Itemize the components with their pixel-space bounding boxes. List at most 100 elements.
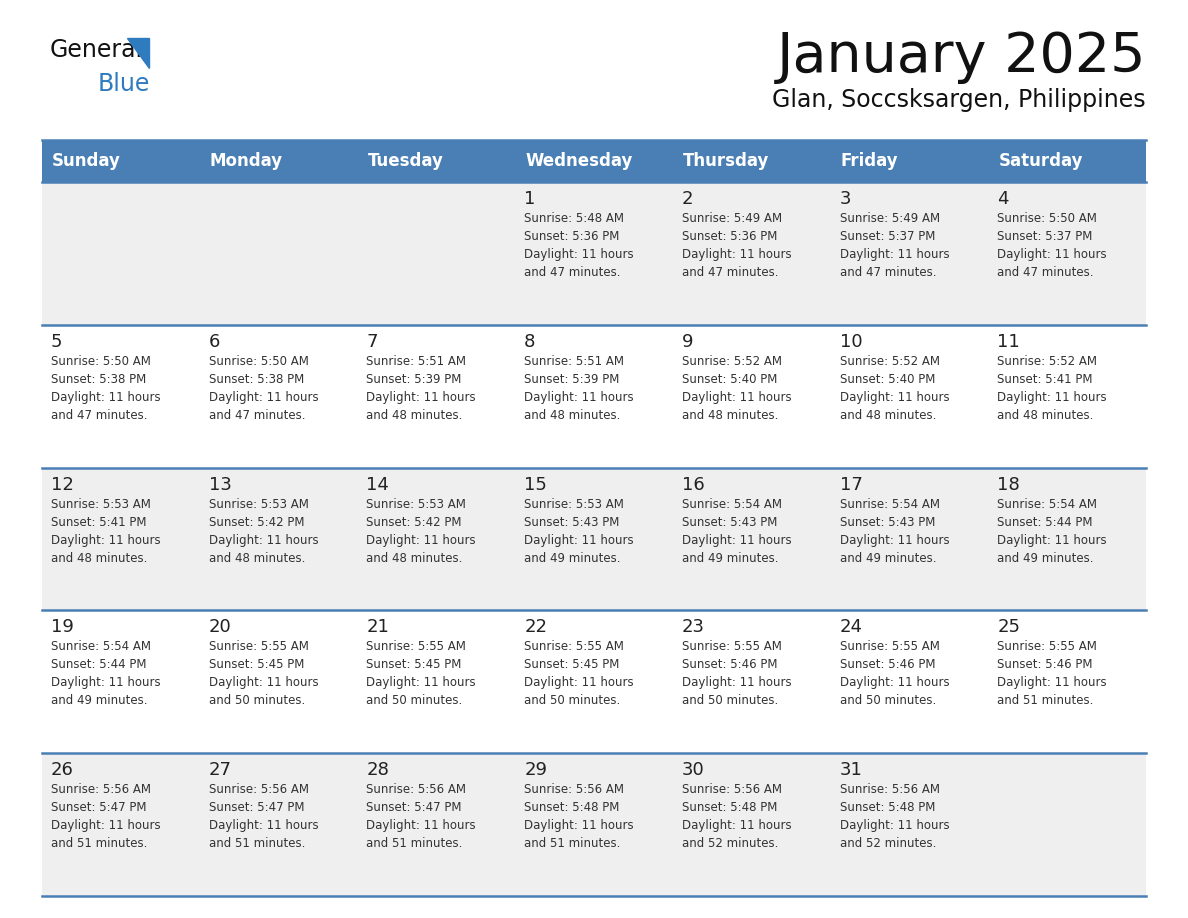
- Text: Sunrise: 5:54 AM
Sunset: 5:44 PM
Daylight: 11 hours
and 49 minutes.: Sunrise: 5:54 AM Sunset: 5:44 PM Dayligh…: [997, 498, 1107, 565]
- Text: Sunrise: 5:54 AM
Sunset: 5:44 PM
Daylight: 11 hours
and 49 minutes.: Sunrise: 5:54 AM Sunset: 5:44 PM Dayligh…: [51, 641, 160, 708]
- Text: 24: 24: [840, 619, 862, 636]
- Text: 16: 16: [682, 476, 704, 494]
- Text: 14: 14: [366, 476, 390, 494]
- Bar: [988, 182, 1146, 325]
- Text: 28: 28: [366, 761, 390, 779]
- Bar: [42, 140, 200, 182]
- Bar: [200, 467, 358, 610]
- Bar: [200, 325, 358, 467]
- Bar: [42, 182, 200, 325]
- Text: Thursday: Thursday: [683, 152, 770, 170]
- Text: 22: 22: [524, 619, 548, 636]
- Bar: [42, 467, 200, 610]
- Text: General: General: [50, 38, 143, 62]
- Text: Sunrise: 5:53 AM
Sunset: 5:43 PM
Daylight: 11 hours
and 49 minutes.: Sunrise: 5:53 AM Sunset: 5:43 PM Dayligh…: [524, 498, 633, 565]
- Bar: [358, 610, 516, 753]
- Text: 8: 8: [524, 333, 536, 351]
- Text: 1: 1: [524, 190, 536, 208]
- Bar: [830, 610, 988, 753]
- Text: Sunrise: 5:54 AM
Sunset: 5:43 PM
Daylight: 11 hours
and 49 minutes.: Sunrise: 5:54 AM Sunset: 5:43 PM Dayligh…: [682, 498, 791, 565]
- Text: Sunrise: 5:52 AM
Sunset: 5:40 PM
Daylight: 11 hours
and 48 minutes.: Sunrise: 5:52 AM Sunset: 5:40 PM Dayligh…: [682, 354, 791, 421]
- Bar: [672, 140, 830, 182]
- Text: 30: 30: [682, 761, 704, 779]
- Text: 18: 18: [997, 476, 1020, 494]
- Text: 27: 27: [209, 761, 232, 779]
- Text: Sunrise: 5:56 AM
Sunset: 5:47 PM
Daylight: 11 hours
and 51 minutes.: Sunrise: 5:56 AM Sunset: 5:47 PM Dayligh…: [366, 783, 476, 850]
- Text: Blue: Blue: [97, 72, 151, 96]
- Text: Sunrise: 5:56 AM
Sunset: 5:48 PM
Daylight: 11 hours
and 52 minutes.: Sunrise: 5:56 AM Sunset: 5:48 PM Dayligh…: [840, 783, 949, 850]
- Bar: [516, 467, 672, 610]
- Text: Sunrise: 5:55 AM
Sunset: 5:45 PM
Daylight: 11 hours
and 50 minutes.: Sunrise: 5:55 AM Sunset: 5:45 PM Dayligh…: [524, 641, 633, 708]
- Text: Sunrise: 5:51 AM
Sunset: 5:39 PM
Daylight: 11 hours
and 48 minutes.: Sunrise: 5:51 AM Sunset: 5:39 PM Dayligh…: [366, 354, 476, 421]
- Text: Sunrise: 5:53 AM
Sunset: 5:42 PM
Daylight: 11 hours
and 48 minutes.: Sunrise: 5:53 AM Sunset: 5:42 PM Dayligh…: [209, 498, 318, 565]
- Bar: [42, 325, 200, 467]
- Text: Monday: Monday: [210, 152, 283, 170]
- Text: Sunrise: 5:51 AM
Sunset: 5:39 PM
Daylight: 11 hours
and 48 minutes.: Sunrise: 5:51 AM Sunset: 5:39 PM Dayligh…: [524, 354, 633, 421]
- Text: Sunrise: 5:50 AM
Sunset: 5:38 PM
Daylight: 11 hours
and 47 minutes.: Sunrise: 5:50 AM Sunset: 5:38 PM Dayligh…: [51, 354, 160, 421]
- Text: 7: 7: [366, 333, 378, 351]
- Text: 10: 10: [840, 333, 862, 351]
- Text: Sunrise: 5:50 AM
Sunset: 5:37 PM
Daylight: 11 hours
and 47 minutes.: Sunrise: 5:50 AM Sunset: 5:37 PM Dayligh…: [997, 212, 1107, 279]
- Text: 13: 13: [209, 476, 232, 494]
- Text: 23: 23: [682, 619, 704, 636]
- Bar: [830, 753, 988, 896]
- Text: Sunrise: 5:56 AM
Sunset: 5:48 PM
Daylight: 11 hours
and 51 minutes.: Sunrise: 5:56 AM Sunset: 5:48 PM Dayligh…: [524, 783, 633, 850]
- Text: 29: 29: [524, 761, 548, 779]
- Text: Sunrise: 5:54 AM
Sunset: 5:43 PM
Daylight: 11 hours
and 49 minutes.: Sunrise: 5:54 AM Sunset: 5:43 PM Dayligh…: [840, 498, 949, 565]
- Text: January 2025: January 2025: [777, 30, 1146, 84]
- Text: 19: 19: [51, 619, 74, 636]
- Bar: [672, 753, 830, 896]
- Text: Sunrise: 5:50 AM
Sunset: 5:38 PM
Daylight: 11 hours
and 47 minutes.: Sunrise: 5:50 AM Sunset: 5:38 PM Dayligh…: [209, 354, 318, 421]
- Text: Sunrise: 5:55 AM
Sunset: 5:46 PM
Daylight: 11 hours
and 50 minutes.: Sunrise: 5:55 AM Sunset: 5:46 PM Dayligh…: [840, 641, 949, 708]
- Text: 15: 15: [524, 476, 546, 494]
- Bar: [516, 325, 672, 467]
- Bar: [830, 325, 988, 467]
- Bar: [200, 753, 358, 896]
- Bar: [42, 610, 200, 753]
- Bar: [672, 325, 830, 467]
- Text: Sunrise: 5:53 AM
Sunset: 5:42 PM
Daylight: 11 hours
and 48 minutes.: Sunrise: 5:53 AM Sunset: 5:42 PM Dayligh…: [366, 498, 476, 565]
- Bar: [988, 325, 1146, 467]
- Bar: [988, 467, 1146, 610]
- Text: Sunrise: 5:52 AM
Sunset: 5:40 PM
Daylight: 11 hours
and 48 minutes.: Sunrise: 5:52 AM Sunset: 5:40 PM Dayligh…: [840, 354, 949, 421]
- Bar: [358, 753, 516, 896]
- Text: Sunrise: 5:56 AM
Sunset: 5:47 PM
Daylight: 11 hours
and 51 minutes.: Sunrise: 5:56 AM Sunset: 5:47 PM Dayligh…: [51, 783, 160, 850]
- Bar: [988, 753, 1146, 896]
- Text: Wednesday: Wednesday: [525, 152, 632, 170]
- Bar: [672, 182, 830, 325]
- Bar: [358, 467, 516, 610]
- Text: Sunrise: 5:49 AM
Sunset: 5:37 PM
Daylight: 11 hours
and 47 minutes.: Sunrise: 5:49 AM Sunset: 5:37 PM Dayligh…: [840, 212, 949, 279]
- Text: Friday: Friday: [841, 152, 898, 170]
- Text: Sunday: Sunday: [52, 152, 121, 170]
- Bar: [200, 140, 358, 182]
- Bar: [516, 610, 672, 753]
- Text: 3: 3: [840, 190, 851, 208]
- Text: 17: 17: [840, 476, 862, 494]
- Bar: [988, 610, 1146, 753]
- Bar: [200, 182, 358, 325]
- Text: Sunrise: 5:55 AM
Sunset: 5:45 PM
Daylight: 11 hours
and 50 minutes.: Sunrise: 5:55 AM Sunset: 5:45 PM Dayligh…: [209, 641, 318, 708]
- Text: 31: 31: [840, 761, 862, 779]
- Text: 6: 6: [209, 333, 220, 351]
- Bar: [830, 467, 988, 610]
- Text: Sunrise: 5:52 AM
Sunset: 5:41 PM
Daylight: 11 hours
and 48 minutes.: Sunrise: 5:52 AM Sunset: 5:41 PM Dayligh…: [997, 354, 1107, 421]
- Text: Sunrise: 5:48 AM
Sunset: 5:36 PM
Daylight: 11 hours
and 47 minutes.: Sunrise: 5:48 AM Sunset: 5:36 PM Dayligh…: [524, 212, 633, 279]
- Text: Sunrise: 5:56 AM
Sunset: 5:47 PM
Daylight: 11 hours
and 51 minutes.: Sunrise: 5:56 AM Sunset: 5:47 PM Dayligh…: [209, 783, 318, 850]
- Bar: [358, 325, 516, 467]
- Text: 20: 20: [209, 619, 232, 636]
- Text: Sunrise: 5:55 AM
Sunset: 5:46 PM
Daylight: 11 hours
and 50 minutes.: Sunrise: 5:55 AM Sunset: 5:46 PM Dayligh…: [682, 641, 791, 708]
- Text: Sunrise: 5:49 AM
Sunset: 5:36 PM
Daylight: 11 hours
and 47 minutes.: Sunrise: 5:49 AM Sunset: 5:36 PM Dayligh…: [682, 212, 791, 279]
- Text: Tuesday: Tuesday: [367, 152, 443, 170]
- Text: 9: 9: [682, 333, 694, 351]
- Text: 25: 25: [997, 619, 1020, 636]
- Polygon shape: [127, 38, 148, 68]
- Text: Sunrise: 5:53 AM
Sunset: 5:41 PM
Daylight: 11 hours
and 48 minutes.: Sunrise: 5:53 AM Sunset: 5:41 PM Dayligh…: [51, 498, 160, 565]
- Text: 2: 2: [682, 190, 694, 208]
- Text: 11: 11: [997, 333, 1020, 351]
- Text: 26: 26: [51, 761, 74, 779]
- Bar: [516, 182, 672, 325]
- Text: Saturday: Saturday: [998, 152, 1082, 170]
- Bar: [830, 140, 988, 182]
- Text: Sunrise: 5:56 AM
Sunset: 5:48 PM
Daylight: 11 hours
and 52 minutes.: Sunrise: 5:56 AM Sunset: 5:48 PM Dayligh…: [682, 783, 791, 850]
- Text: Glan, Soccsksargen, Philippines: Glan, Soccsksargen, Philippines: [772, 88, 1146, 112]
